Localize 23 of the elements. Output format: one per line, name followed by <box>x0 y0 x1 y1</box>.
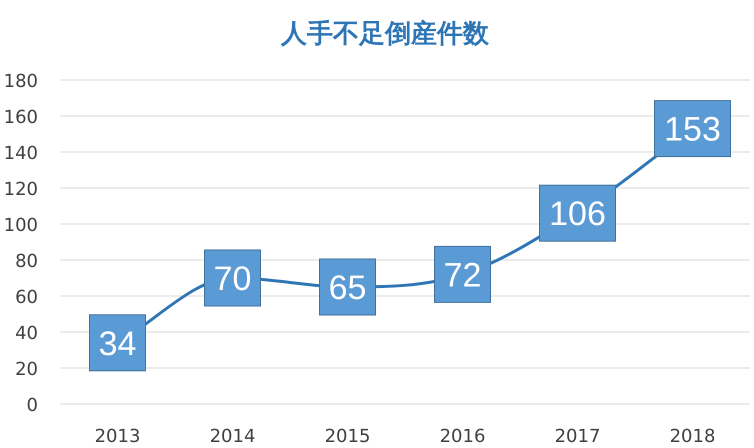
data-label: 70 <box>214 260 252 298</box>
y-tick-label: 180 <box>4 71 38 92</box>
data-label: 153 <box>664 110 721 149</box>
data-label: 106 <box>549 195 606 234</box>
y-tick-label: 40 <box>15 323 38 344</box>
x-tick-label: 2018 <box>670 426 716 447</box>
y-tick-label: 20 <box>15 359 38 380</box>
data-label: 34 <box>98 324 136 363</box>
x-tick-label: 2013 <box>94 426 140 447</box>
chart-title: 人手不足倒産件数 <box>280 19 490 49</box>
data-label: 65 <box>328 269 366 307</box>
y-tick-label: 120 <box>4 179 38 200</box>
y-tick-label: 160 <box>4 107 38 128</box>
y-tick-label: 60 <box>15 287 38 308</box>
y-tick-label: 100 <box>4 215 38 236</box>
x-tick-label: 2016 <box>440 426 486 447</box>
x-tick-label: 2017 <box>554 426 600 447</box>
y-tick-label: 80 <box>15 251 38 272</box>
x-tick-label: 2014 <box>210 426 256 447</box>
data-label: 72 <box>444 256 482 294</box>
y-tick-label: 0 <box>26 395 38 416</box>
y-tick-label: 140 <box>4 143 38 164</box>
x-tick-label: 2015 <box>324 426 370 447</box>
